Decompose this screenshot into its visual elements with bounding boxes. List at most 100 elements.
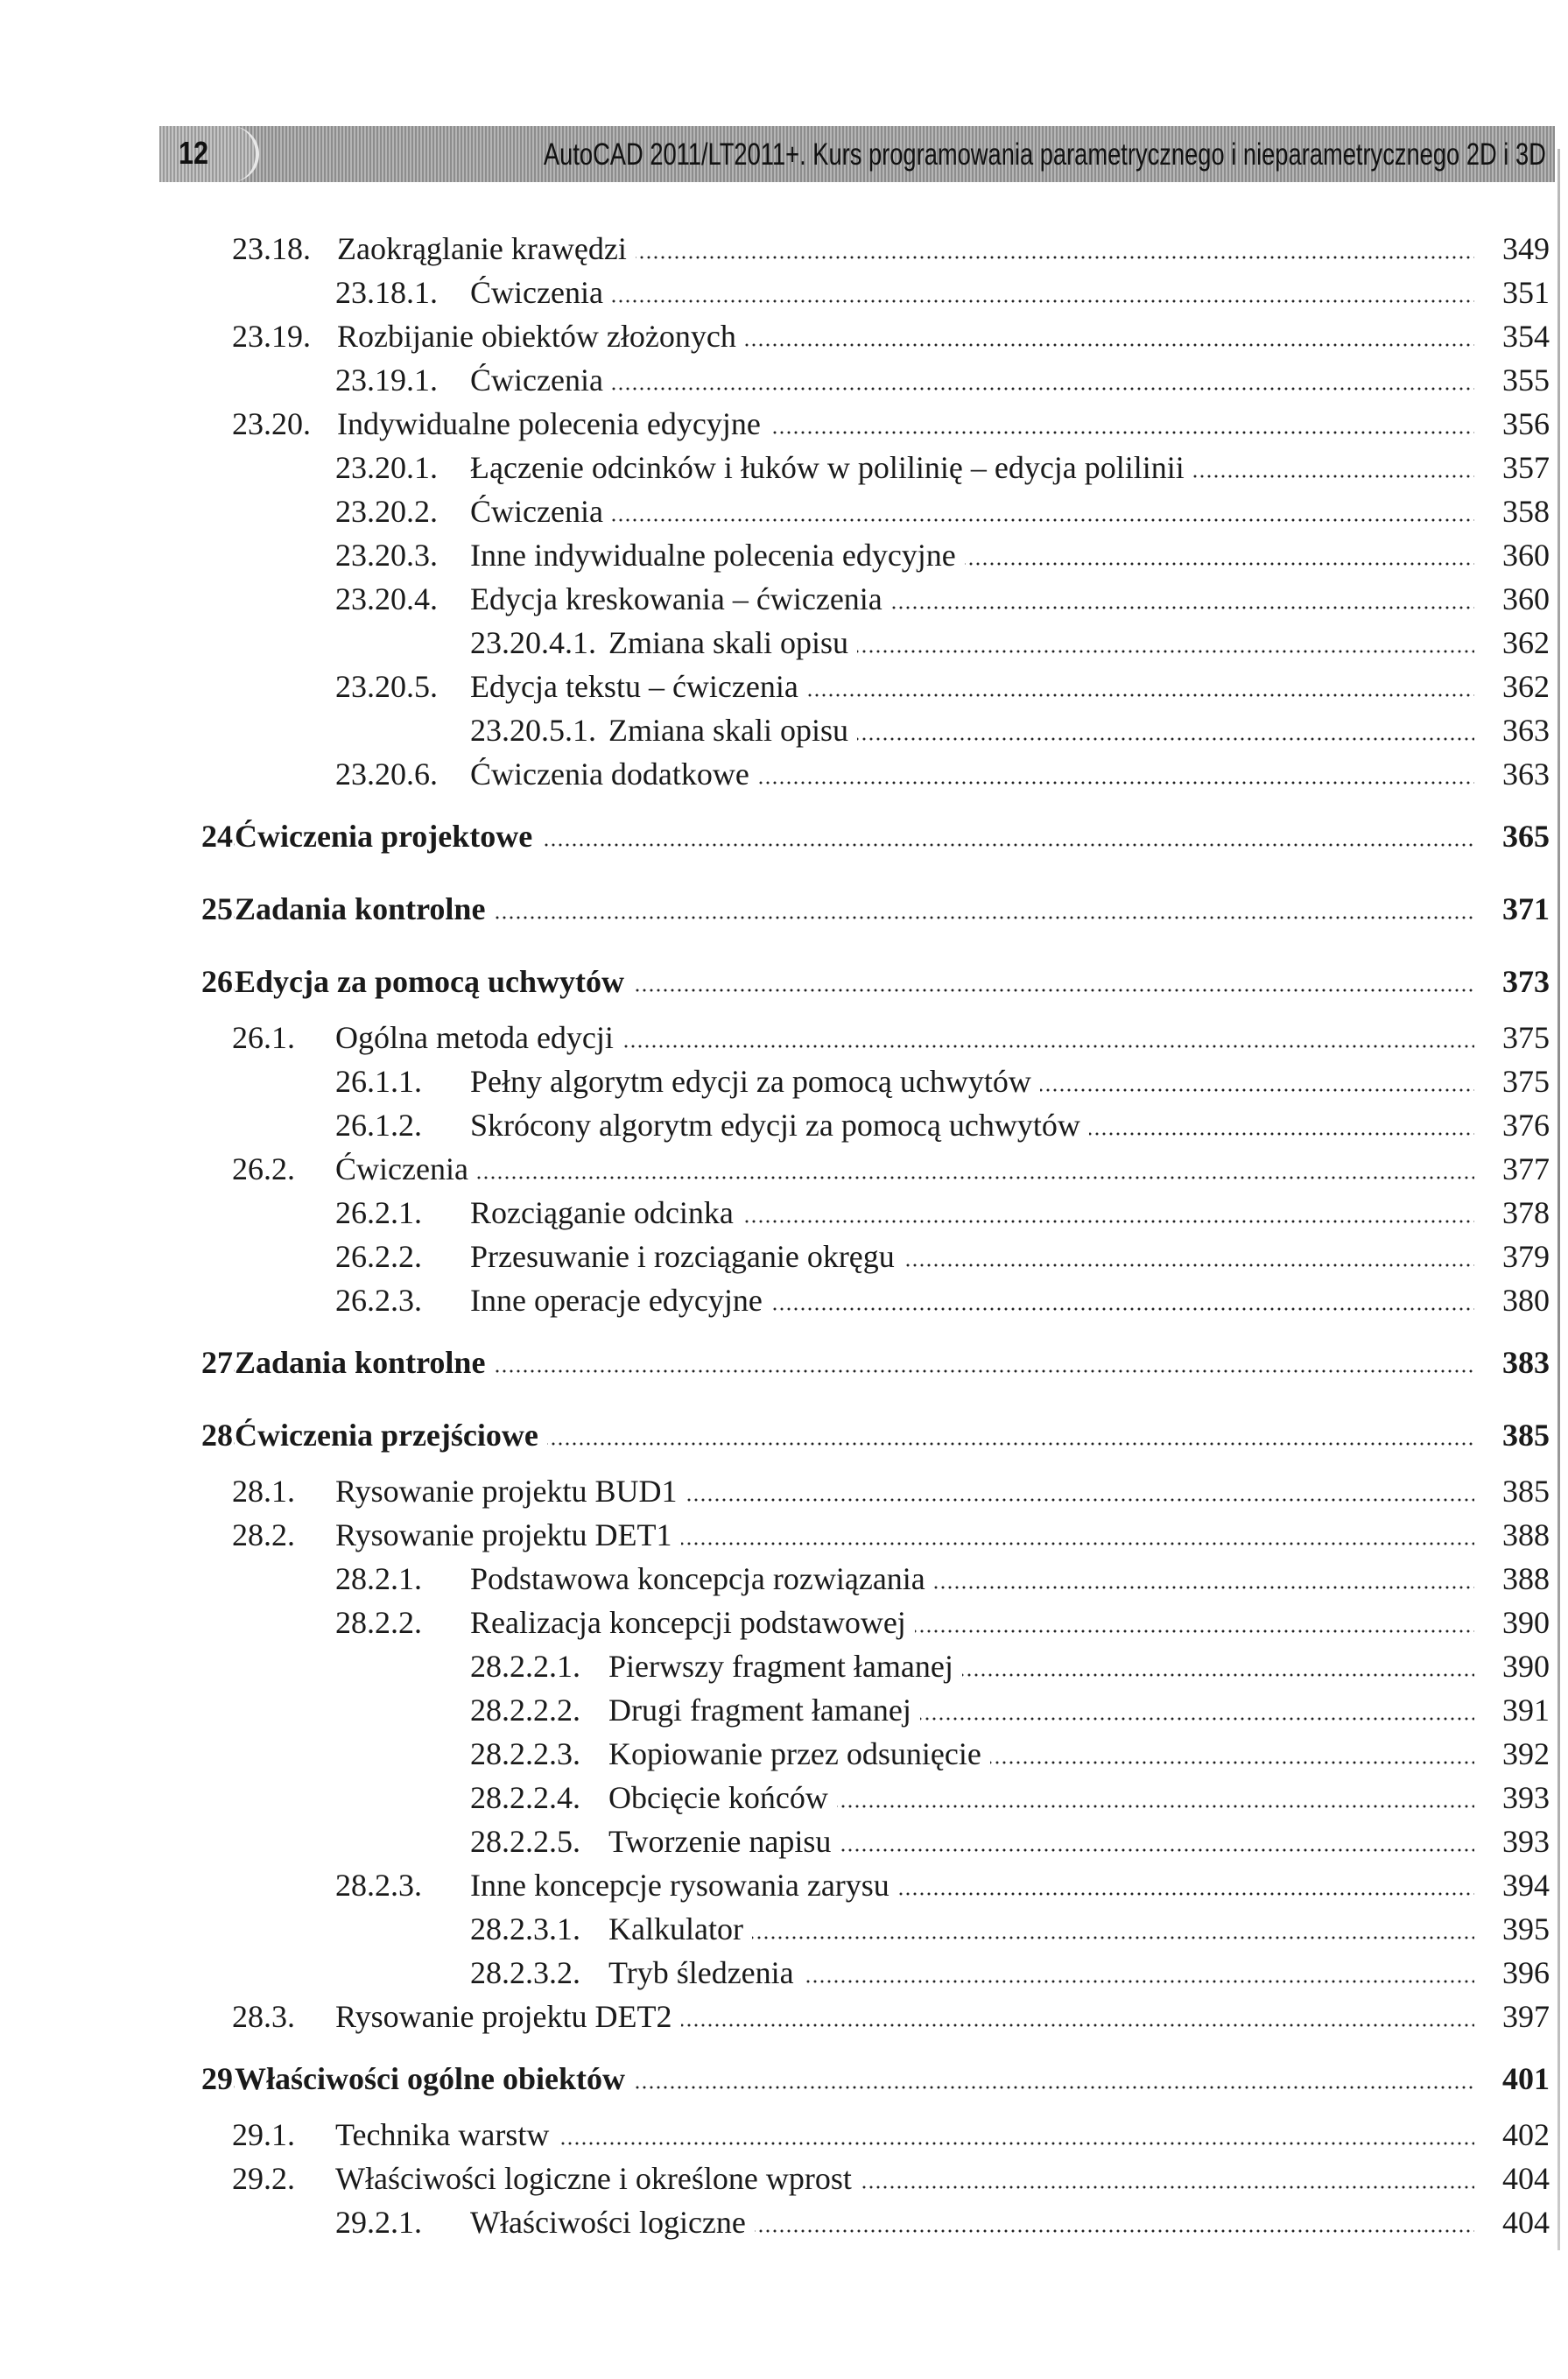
entry-number: 29.1. bbox=[232, 2117, 295, 2152]
dot-leader bbox=[335, 1045, 1474, 1048]
entry-title: Rozbijanie obiektów złożonych bbox=[337, 314, 745, 358]
toc-entry: 26.1.1. Pełny algorytm edycji za pomocą u… bbox=[0, 1059, 1550, 1103]
toc-entry: 23.19.1. Ćwiczenia 355 bbox=[0, 358, 1550, 402]
entry-page: 394 bbox=[1502, 1868, 1550, 1903]
entry-page: 388 bbox=[1502, 1561, 1550, 1596]
entry-title: Indywidualne polecenia edycyjne bbox=[337, 402, 770, 446]
dot-leader bbox=[608, 1980, 1474, 1983]
entry-page: 388 bbox=[1502, 1517, 1550, 1552]
entry-page: 401 bbox=[1502, 2061, 1550, 2096]
entry-page: 404 bbox=[1502, 2205, 1550, 2240]
entry-title: Rysowanie projektu DET2 bbox=[335, 1995, 681, 2038]
dot-leader bbox=[470, 1586, 1474, 1589]
entry-title: Tryb śledzenia bbox=[608, 1951, 803, 1995]
entry-page: 385 bbox=[1502, 1418, 1550, 1453]
toc-entry: 26.2. Ćwiczenia 377 bbox=[0, 1147, 1550, 1191]
dot-leader bbox=[335, 2185, 1474, 2189]
entry-title: Skrócony algorytm edycji za pomocą uchwy… bbox=[470, 1103, 1089, 1147]
entry-number: 26.2. bbox=[232, 1151, 295, 1186]
dot-leader bbox=[235, 843, 1474, 847]
entry-title: Kopiowanie przez odsunięcie bbox=[608, 1732, 990, 1776]
toc-entry: 29.1. Technika warstw 402 bbox=[0, 2113, 1550, 2157]
dot-leader bbox=[335, 1498, 1474, 1502]
book-title: AutoCAD 2011/LT2011+. Kurs programowania… bbox=[544, 137, 1546, 172]
entry-title: Ćwiczenia bbox=[335, 1147, 477, 1191]
toc-entry: 23.20. Indywidualne polecenia edycyjne 356 bbox=[0, 402, 1550, 446]
dot-leader bbox=[470, 562, 1474, 566]
entry-page: 393 bbox=[1502, 1780, 1550, 1815]
entry-title: Rysowanie projektu BUD1 bbox=[335, 1469, 686, 1513]
page-number: 12 bbox=[179, 135, 209, 171]
entry-number: 24. bbox=[201, 819, 241, 854]
dot-leader bbox=[608, 737, 1474, 741]
dot-leader bbox=[470, 1220, 1474, 1223]
dot-leader bbox=[470, 518, 1474, 522]
entry-number: 26.2.1. bbox=[335, 1195, 422, 1230]
entry-title: Ćwiczenia bbox=[470, 271, 612, 314]
toc-chapter-entry: 28. Ćwiczenia przejściowe 385 bbox=[0, 1413, 1550, 1457]
entry-number: 23.20.5.1. bbox=[470, 713, 596, 748]
entry-number: 28. bbox=[201, 1418, 241, 1453]
entry-page: 380 bbox=[1502, 1283, 1550, 1318]
dot-leader bbox=[337, 256, 1474, 259]
entry-page: 392 bbox=[1502, 1736, 1550, 1771]
entry-title: Zmiana skali opisu bbox=[608, 708, 857, 752]
dot-leader bbox=[337, 343, 1474, 347]
entry-page: 404 bbox=[1502, 2161, 1550, 2196]
toc-entry: 23.18. Zaokrąglanie krawędzi 349 bbox=[0, 227, 1550, 271]
entry-page: 376 bbox=[1502, 1108, 1550, 1143]
toc-entry: 28.2.3. Inne koncepcje rysowania zarysu 39… bbox=[0, 1863, 1550, 1907]
entry-number: 28.3. bbox=[232, 1999, 295, 2034]
entry-number: 23.20.5. bbox=[335, 669, 438, 704]
entry-number: 26.1.1. bbox=[335, 1064, 422, 1099]
entry-page: 356 bbox=[1502, 406, 1550, 441]
toc-entry: 23.20.4.1. Zmiana skali opisu 362 bbox=[0, 621, 1550, 665]
toc-chapter-entry: 27. Zadania kontrolne 383 bbox=[0, 1341, 1550, 1384]
toc-entry: 26.1.2. Skrócony algorytm edycji za pomoc… bbox=[0, 1103, 1550, 1147]
entry-title: Podstawowa koncepcja rozwiązania bbox=[470, 1557, 934, 1601]
toc-entry: 28.2.1. Podstawowa koncepcja rozwiązania 3… bbox=[0, 1557, 1550, 1601]
entry-title: Drugi fragment łamanej bbox=[608, 1688, 920, 1732]
entry-title: Technika warstw bbox=[335, 2113, 559, 2157]
page-edge-shadow bbox=[1557, 149, 1560, 2250]
entry-page: 375 bbox=[1502, 1064, 1550, 1099]
entry-number: 23.20.4. bbox=[335, 581, 438, 616]
toc-chapter-entry: 24. Ćwiczenia projektowe 365 bbox=[0, 814, 1550, 858]
dot-leader bbox=[470, 693, 1474, 697]
entry-number: 26.1.2. bbox=[335, 1108, 422, 1143]
dot-leader bbox=[470, 387, 1474, 391]
entry-title: Ogólna metoda edycji bbox=[335, 1016, 622, 1059]
entry-title: Inne koncepcje rysowania zarysu bbox=[470, 1863, 898, 1907]
entry-page: 357 bbox=[1502, 450, 1550, 485]
dot-leader bbox=[235, 1369, 1474, 1373]
entry-number: 28.2.3.1. bbox=[470, 1911, 580, 1946]
dot-leader bbox=[608, 1848, 1474, 1852]
entry-page: 355 bbox=[1502, 362, 1550, 398]
toc-entry: 28.2.2.3. Kopiowanie przez odsunięcie 392 bbox=[0, 1732, 1550, 1776]
entry-page: 396 bbox=[1502, 1955, 1550, 1990]
entry-title: Zadania kontrolne bbox=[235, 1341, 495, 1384]
dot-leader bbox=[335, 1176, 1474, 1179]
entry-number: 23.20.3. bbox=[335, 538, 438, 573]
page-number-tab: 12 bbox=[159, 126, 259, 182]
entry-number: 28.2. bbox=[232, 1517, 295, 1552]
dot-leader bbox=[608, 1805, 1474, 1808]
entry-title: Zmiana skali opisu bbox=[608, 621, 857, 665]
entry-title: Inne indywidualne polecenia edycyjne bbox=[470, 533, 965, 577]
toc-entry: 28.2.3.1. Kalkulator 395 bbox=[0, 1907, 1550, 1951]
toc-chapter-entry: 25. Zadania kontrolne 371 bbox=[0, 887, 1550, 931]
dot-leader bbox=[608, 1936, 1474, 1939]
entry-number: 26. bbox=[201, 964, 241, 999]
entry-title: Inne operacje edycyjne bbox=[470, 1278, 771, 1322]
entry-title: Rozciąganie odcinka bbox=[470, 1191, 742, 1235]
entry-title: Obcięcie końców bbox=[608, 1776, 837, 1819]
entry-number: 28.2.2.4. bbox=[470, 1780, 580, 1815]
toc-chapter-entry: 26. Edycja za pomocą uchwytów 373 bbox=[0, 960, 1550, 1003]
dot-leader bbox=[470, 1307, 1474, 1311]
entry-page: 371 bbox=[1502, 891, 1550, 926]
entry-number: 23.20.1. bbox=[335, 450, 438, 485]
entry-number: 28.2.2.3. bbox=[470, 1736, 580, 1771]
entry-number: 23.18. bbox=[232, 231, 311, 266]
entry-page: 373 bbox=[1502, 964, 1550, 999]
entry-page: 378 bbox=[1502, 1195, 1550, 1230]
